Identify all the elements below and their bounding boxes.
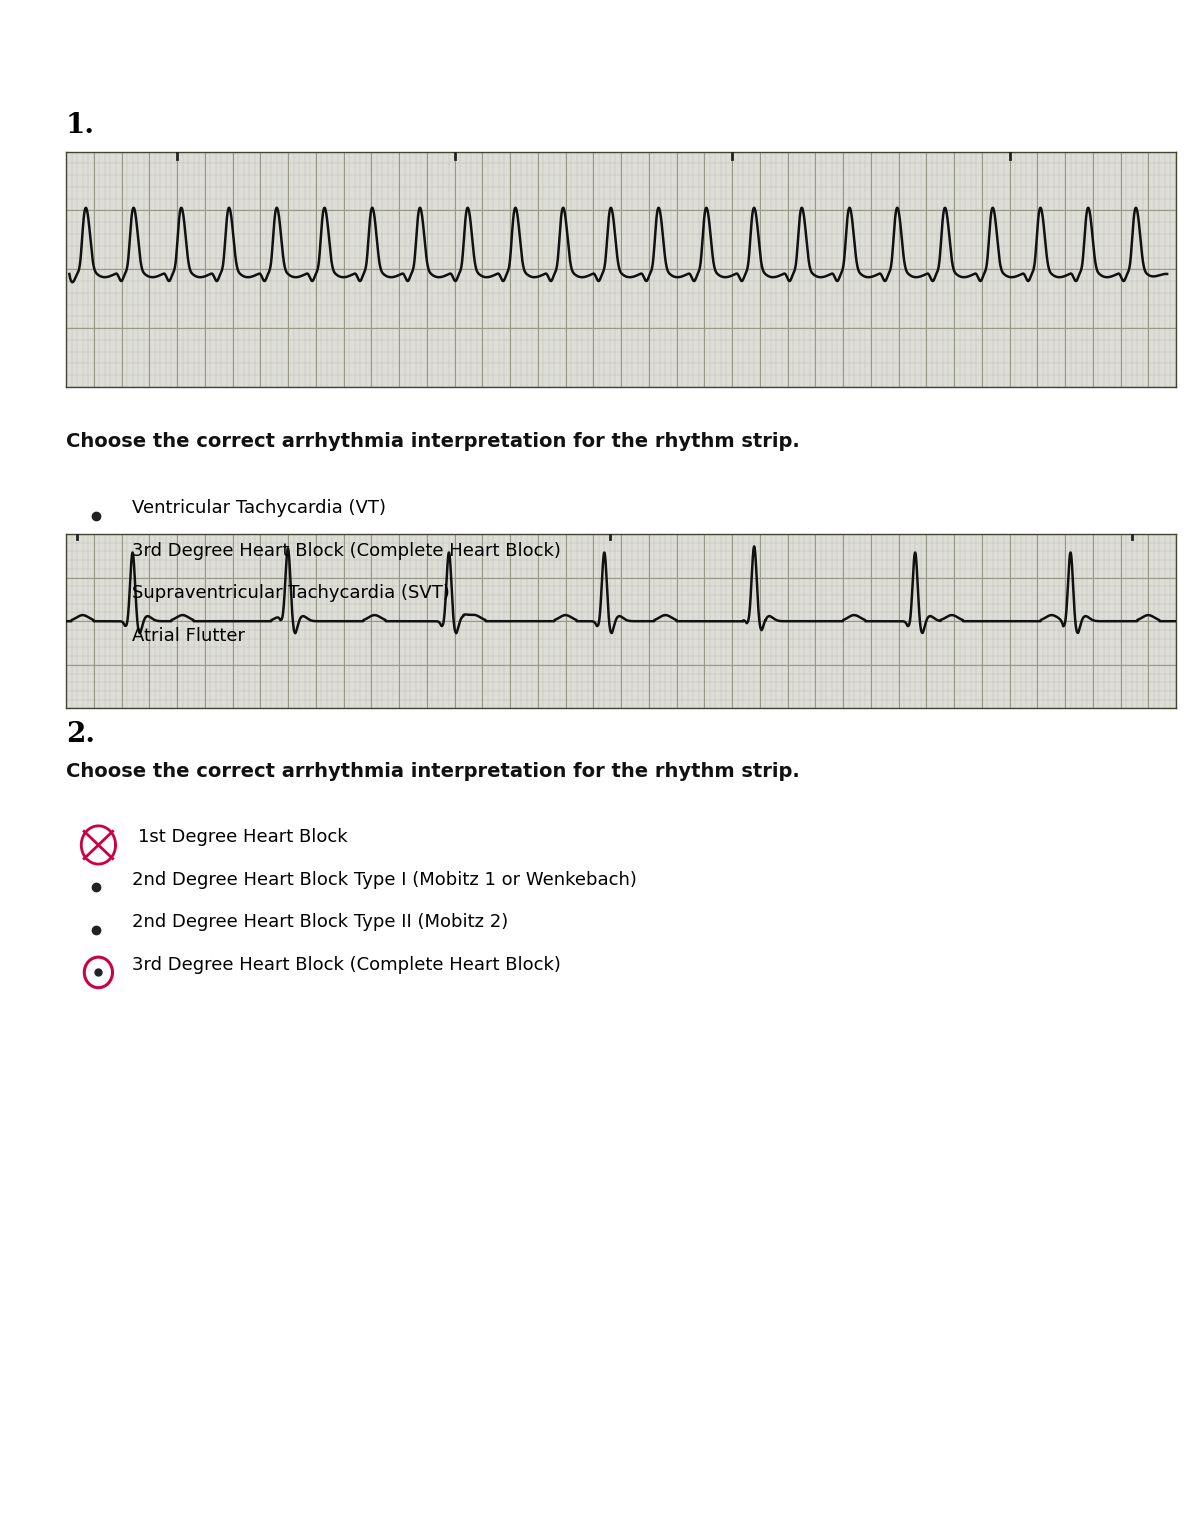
Text: 3rd Degree Heart Block (Complete Heart Block): 3rd Degree Heart Block (Complete Heart B…	[132, 956, 560, 974]
Text: Atrial Flutter: Atrial Flutter	[132, 627, 245, 645]
Text: Choose the correct arrhythmia interpretation for the rhythm strip.: Choose the correct arrhythmia interpreta…	[66, 762, 799, 781]
Text: Choose the correct arrhythmia interpretation for the rhythm strip.: Choose the correct arrhythmia interpreta…	[66, 432, 799, 452]
Text: Supraventricular Tachycardia (SVT): Supraventricular Tachycardia (SVT)	[132, 584, 450, 602]
Text: 2nd Degree Heart Block Type II (Mobitz 2): 2nd Degree Heart Block Type II (Mobitz 2…	[132, 913, 509, 931]
Text: 3rd Degree Heart Block (Complete Heart Block): 3rd Degree Heart Block (Complete Heart B…	[132, 542, 560, 560]
Text: 1.: 1.	[66, 112, 95, 138]
Text: 2nd Degree Heart Block Type I (Mobitz 1 or Wenkebach): 2nd Degree Heart Block Type I (Mobitz 1 …	[132, 871, 637, 889]
Text: 1st Degree Heart Block: 1st Degree Heart Block	[138, 828, 348, 846]
Text: Ventricular Tachycardia (VT): Ventricular Tachycardia (VT)	[132, 499, 386, 517]
Text: 2.: 2.	[66, 722, 95, 748]
